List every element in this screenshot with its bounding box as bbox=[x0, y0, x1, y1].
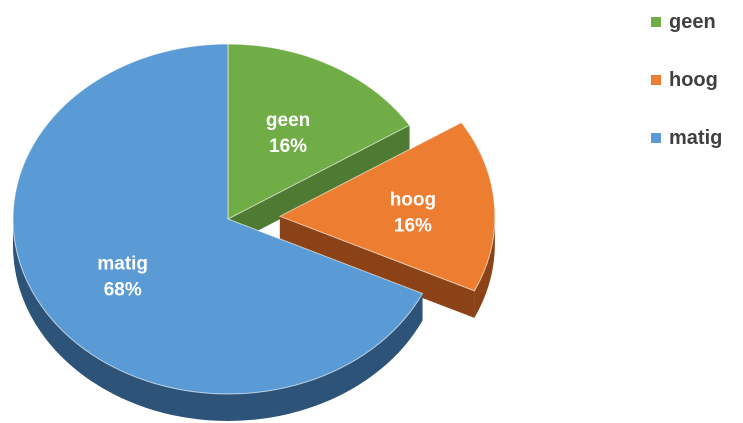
legend-item-hoog: hoog bbox=[651, 62, 722, 98]
data-label-hoog-name: hoog bbox=[390, 190, 436, 211]
legend-label-matig: matig bbox=[669, 126, 723, 149]
legend-swatch-hoog bbox=[651, 75, 661, 85]
slice-matig bbox=[12, 43, 424, 395]
slice-hoog bbox=[278, 121, 496, 292]
pie-slices bbox=[12, 43, 496, 395]
pie-data-labels: geen 16% hoog 16% matig 68% bbox=[97, 110, 436, 300]
data-label-matig-name: matig bbox=[97, 253, 148, 274]
slice-cut-face-hoog-1 bbox=[279, 216, 475, 318]
legend-label-geen: geen bbox=[669, 10, 716, 33]
legend: geen hoog matig bbox=[651, 4, 722, 178]
data-label-geen-value: 16% bbox=[269, 136, 307, 157]
legend-item-geen: geen bbox=[651, 4, 722, 40]
slice-side-matig bbox=[13, 219, 423, 421]
data-label-hoog-value: 16% bbox=[394, 216, 432, 237]
slice-side-hoog bbox=[474, 216, 495, 318]
slice-geen bbox=[227, 43, 411, 220]
slice-wall-geen bbox=[228, 125, 410, 246]
legend-label-hoog: hoog bbox=[669, 68, 718, 91]
data-label-matig-value: 68% bbox=[104, 279, 142, 300]
legend-item-matig: matig bbox=[651, 120, 722, 156]
data-label-geen-name: geen bbox=[266, 110, 310, 131]
legend-swatch-geen bbox=[651, 17, 661, 27]
legend-swatch-matig bbox=[651, 133, 661, 143]
